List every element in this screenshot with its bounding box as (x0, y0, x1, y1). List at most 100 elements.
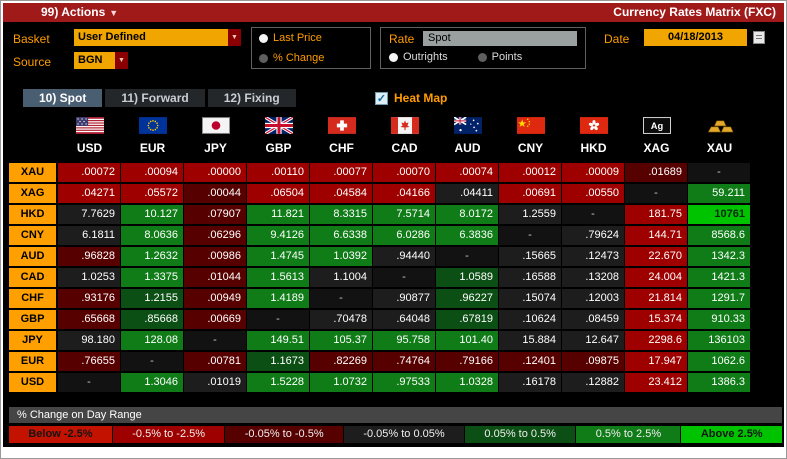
cell-cny-jpy[interactable]: .06296 (184, 226, 246, 245)
cell-gbp-cad[interactable]: .64048 (373, 310, 435, 329)
cell-eur-xag[interactable]: 17.947 (625, 352, 687, 371)
cell-aud-usd[interactable]: .96828 (58, 247, 120, 266)
cell-hkd-jpy[interactable]: .07907 (184, 205, 246, 224)
cell-chf-xau[interactable]: 1291.7 (688, 289, 750, 308)
cell-chf-eur[interactable]: 1.2155 (121, 289, 183, 308)
cell-cad-xag[interactable]: 24.004 (625, 268, 687, 287)
actions-menu-button[interactable]: 99) Actions ▼ (41, 5, 118, 19)
cell-usd-aud[interactable]: 1.0328 (436, 373, 498, 392)
cell-gbp-usd[interactable]: .65668 (58, 310, 120, 329)
cell-jpy-hkd[interactable]: 12.647 (562, 331, 624, 350)
cell-cny-xag[interactable]: 144.71 (625, 226, 687, 245)
heat-map-toggle[interactable]: ✓ Heat Map (375, 91, 447, 105)
cell-jpy-jpy[interactable]: - (184, 331, 246, 350)
cell-jpy-eur[interactable]: 128.08 (121, 331, 183, 350)
rate-option-points[interactable]: Points (477, 51, 522, 63)
cell-hkd-usd[interactable]: 7.7629 (58, 205, 120, 224)
cell-xau-jpy[interactable]: .00000 (184, 163, 246, 182)
cell-cad-cad[interactable]: - (373, 268, 435, 287)
cell-jpy-cny[interactable]: 15.884 (499, 331, 561, 350)
cell-hkd-hkd[interactable]: - (562, 205, 624, 224)
cell-xau-eur[interactable]: .00094 (121, 163, 183, 182)
cell-cny-eur[interactable]: 8.0636 (121, 226, 183, 245)
cell-chf-cad[interactable]: .90877 (373, 289, 435, 308)
cell-eur-jpy[interactable]: .00781 (184, 352, 246, 371)
cell-hkd-xag[interactable]: 181.75 (625, 205, 687, 224)
cell-aud-chf[interactable]: 1.0392 (310, 247, 372, 266)
cell-xag-cad[interactable]: .04166 (373, 184, 435, 203)
cell-eur-usd[interactable]: .76655 (58, 352, 120, 371)
cell-jpy-xau[interactable]: 136103 (688, 331, 750, 350)
tab-forward[interactable]: 11) Forward (105, 89, 205, 107)
cell-cad-eur[interactable]: 1.3375 (121, 268, 183, 287)
cell-xau-gbp[interactable]: .00110 (247, 163, 309, 182)
cell-cny-chf[interactable]: 6.6338 (310, 226, 372, 245)
cell-xau-cad[interactable]: .00070 (373, 163, 435, 182)
cell-aud-jpy[interactable]: .00986 (184, 247, 246, 266)
cell-xag-xag[interactable]: - (625, 184, 687, 203)
cell-usd-chf[interactable]: 1.0732 (310, 373, 372, 392)
cell-eur-gbp[interactable]: 1.1673 (247, 352, 309, 371)
cell-usd-jpy[interactable]: .01019 (184, 373, 246, 392)
cell-gbp-chf[interactable]: .70478 (310, 310, 372, 329)
cell-xau-cny[interactable]: .00012 (499, 163, 561, 182)
cell-cad-jpy[interactable]: .01044 (184, 268, 246, 287)
cell-xag-gbp[interactable]: .06504 (247, 184, 309, 203)
chevron-down-icon[interactable]: ▼ (228, 29, 241, 46)
cell-cny-gbp[interactable]: 9.4126 (247, 226, 309, 245)
date-field[interactable]: 04/18/2013 (644, 29, 747, 46)
cell-jpy-gbp[interactable]: 149.51 (247, 331, 309, 350)
cell-aud-aud[interactable]: - (436, 247, 498, 266)
cell-cad-gbp[interactable]: 1.5613 (247, 268, 309, 287)
price-option-change[interactable]: % Change (259, 52, 363, 64)
cell-chf-chf[interactable]: - (310, 289, 372, 308)
cell-eur-aud[interactable]: .79166 (436, 352, 498, 371)
cell-hkd-xau[interactable]: 10761 (688, 205, 750, 224)
cell-gbp-xag[interactable]: 15.374 (625, 310, 687, 329)
cell-cad-usd[interactable]: 1.0253 (58, 268, 120, 287)
cell-chf-xag[interactable]: 21.814 (625, 289, 687, 308)
tab-fixing[interactable]: 12) Fixing (207, 89, 296, 107)
tab-spot[interactable]: 10) Spot (23, 89, 103, 107)
cell-aud-hkd[interactable]: .12473 (562, 247, 624, 266)
source-dropdown[interactable]: BGN ▼ (74, 52, 128, 69)
cell-chf-hkd[interactable]: .12003 (562, 289, 624, 308)
cell-usd-cny[interactable]: .16178 (499, 373, 561, 392)
cell-cad-aud[interactable]: 1.0589 (436, 268, 498, 287)
rate-dropdown[interactable]: Spot (423, 31, 577, 46)
cell-aud-xag[interactable]: 22.670 (625, 247, 687, 266)
cell-gbp-jpy[interactable]: .00669 (184, 310, 246, 329)
cell-usd-xau[interactable]: 1386.3 (688, 373, 750, 392)
cell-chf-gbp[interactable]: 1.4189 (247, 289, 309, 308)
cell-aud-cny[interactable]: .15665 (499, 247, 561, 266)
cell-gbp-aud[interactable]: .67819 (436, 310, 498, 329)
cell-hkd-cad[interactable]: 7.5714 (373, 205, 435, 224)
cell-usd-hkd[interactable]: .12882 (562, 373, 624, 392)
cell-aud-gbp[interactable]: 1.4745 (247, 247, 309, 266)
cell-gbp-hkd[interactable]: .08459 (562, 310, 624, 329)
cell-usd-usd[interactable]: - (58, 373, 120, 392)
cell-cny-usd[interactable]: 6.1811 (58, 226, 120, 245)
cell-jpy-chf[interactable]: 105.37 (310, 331, 372, 350)
cell-xau-aud[interactable]: .00074 (436, 163, 498, 182)
cell-hkd-chf[interactable]: 8.3315 (310, 205, 372, 224)
cell-hkd-aud[interactable]: 8.0172 (436, 205, 498, 224)
cell-hkd-gbp[interactable]: 11.821 (247, 205, 309, 224)
cell-hkd-eur[interactable]: 10.127 (121, 205, 183, 224)
cell-jpy-xag[interactable]: 2298.6 (625, 331, 687, 350)
cell-cad-chf[interactable]: 1.1004 (310, 268, 372, 287)
cell-xau-chf[interactable]: .00077 (310, 163, 372, 182)
cell-chf-usd[interactable]: .93176 (58, 289, 120, 308)
cell-xag-chf[interactable]: .04584 (310, 184, 372, 203)
cell-usd-eur[interactable]: 1.3046 (121, 373, 183, 392)
cell-cny-aud[interactable]: 6.3836 (436, 226, 498, 245)
cell-cny-cad[interactable]: 6.0286 (373, 226, 435, 245)
cell-eur-eur[interactable]: - (121, 352, 183, 371)
basket-dropdown[interactable]: User Defined ▼ (74, 29, 241, 46)
cell-jpy-cad[interactable]: 95.758 (373, 331, 435, 350)
cell-gbp-xau[interactable]: 910.33 (688, 310, 750, 329)
calendar-icon[interactable] (753, 31, 765, 44)
cell-xau-xau[interactable]: - (688, 163, 750, 182)
cell-xag-aud[interactable]: .04411 (436, 184, 498, 203)
cell-usd-cad[interactable]: .97533 (373, 373, 435, 392)
